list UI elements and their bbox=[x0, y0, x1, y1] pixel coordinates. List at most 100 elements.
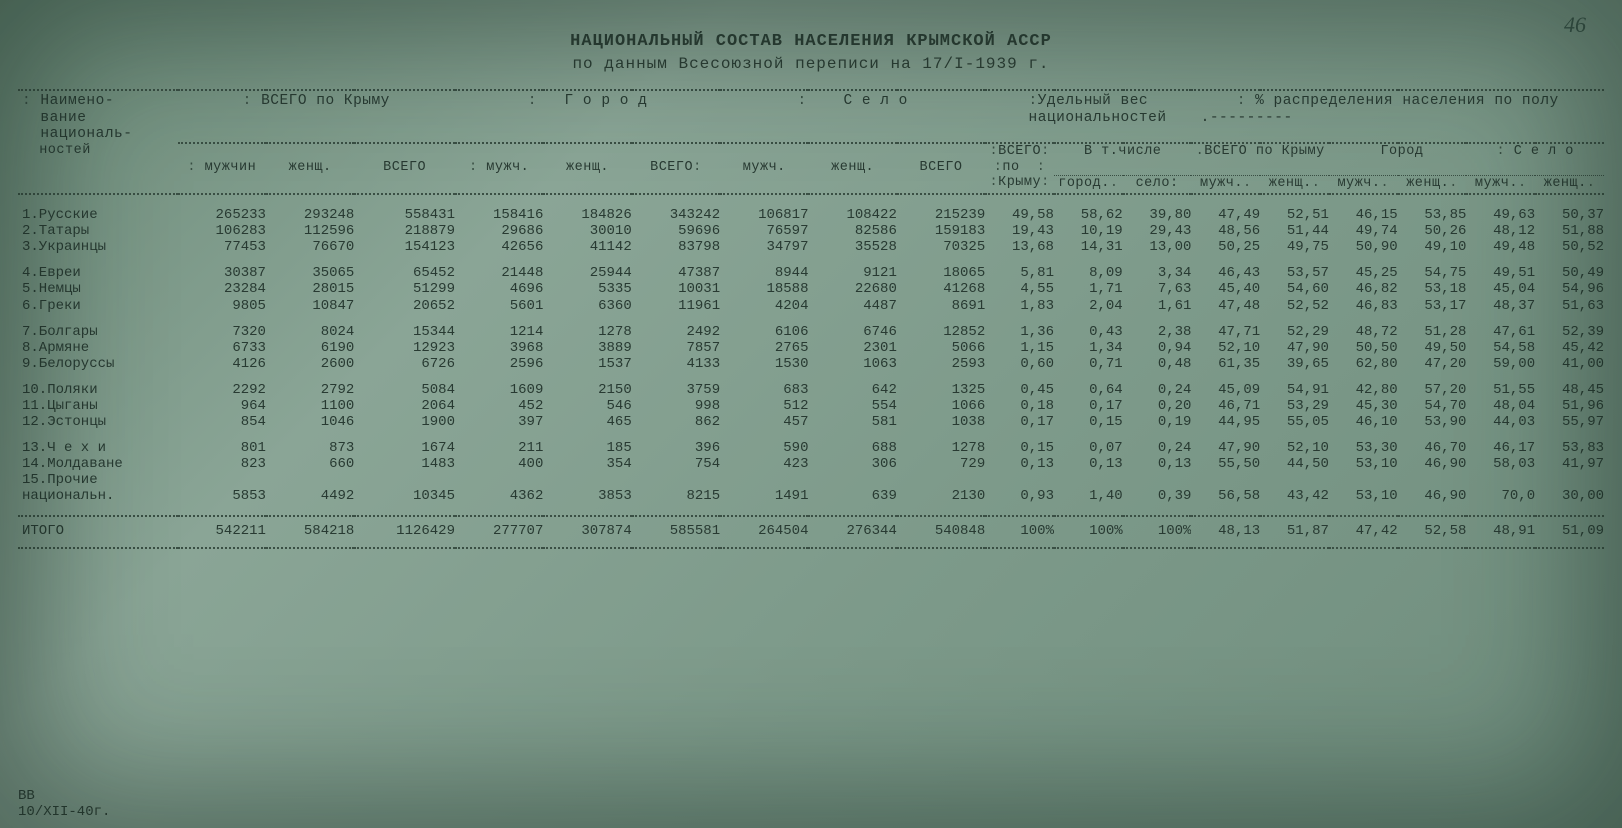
cell: 10,19 bbox=[1054, 223, 1123, 239]
cell: 6746 bbox=[808, 324, 896, 340]
cell: 47,42 bbox=[1329, 523, 1398, 539]
table-row: 6.Греки980510847206525601636011961420444… bbox=[18, 298, 1604, 314]
cell: 2765 bbox=[720, 340, 808, 356]
cell: 0,24 bbox=[1123, 382, 1192, 398]
cell: 53,30 bbox=[1329, 440, 1398, 456]
cell: 55,50 bbox=[1191, 456, 1260, 472]
cell: 158416 bbox=[455, 207, 543, 223]
cell: 56,58 bbox=[1191, 488, 1260, 504]
cell: 41142 bbox=[543, 239, 631, 255]
cell: 46,71 bbox=[1191, 398, 1260, 414]
cell: 185 bbox=[543, 440, 631, 456]
hdr-sub-muzh: : мужчин bbox=[178, 160, 266, 176]
cell: 0,39 bbox=[1123, 488, 1192, 504]
hdr-u-selo: село: bbox=[1123, 175, 1192, 191]
cell: 100% bbox=[1123, 523, 1192, 539]
table-row: 13.Ч е х и801873167421118539659068812780… bbox=[18, 440, 1604, 456]
cell: 512 bbox=[720, 398, 808, 414]
row-name: 9.Белоруссы bbox=[18, 356, 178, 372]
cell: 4133 bbox=[632, 356, 720, 372]
footnote-2: 10/XII-40г. bbox=[18, 804, 110, 820]
cell: 10847 bbox=[266, 298, 354, 314]
cell: 683 bbox=[720, 382, 808, 398]
cell: 59,00 bbox=[1466, 356, 1535, 372]
cell: 54,91 bbox=[1260, 382, 1329, 398]
doc-title: НАЦИОНАЛЬНЫЙ СОСТАВ НАСЕЛЕНИЯ КРЫМСКОЙ А… bbox=[18, 32, 1604, 51]
hdr-sub-vsego-1: ВСЕГО bbox=[354, 160, 455, 176]
cell: 0,60 bbox=[985, 356, 1054, 372]
cell: 55,97 bbox=[1535, 414, 1604, 430]
cell: 48,91 bbox=[1466, 523, 1535, 539]
cell: 1,36 bbox=[985, 324, 1054, 340]
cell: 15344 bbox=[354, 324, 455, 340]
hdr-p-z3: женщ.. bbox=[1535, 175, 1604, 191]
cell: 52,52 bbox=[1260, 298, 1329, 314]
table-row: 3.Украинцы774537667015412342656411428379… bbox=[18, 239, 1604, 255]
row-name: 10.Поляки bbox=[18, 382, 178, 398]
cell: 49,51 bbox=[1466, 265, 1535, 281]
cell: 47,20 bbox=[1398, 356, 1467, 372]
cell: 0,43 bbox=[1054, 324, 1123, 340]
cell: 0,64 bbox=[1054, 382, 1123, 398]
hdr-sub-zhen-2: женщ. bbox=[543, 160, 631, 176]
cell: 112596 bbox=[266, 223, 354, 239]
cell: 465 bbox=[543, 414, 631, 430]
cell: 49,74 bbox=[1329, 223, 1398, 239]
hdr-p-gorod: Город bbox=[1329, 143, 1466, 160]
cell: 7,63 bbox=[1123, 281, 1192, 297]
cell: 52,29 bbox=[1260, 324, 1329, 340]
hdr-name-4: ностей bbox=[18, 143, 178, 160]
cell: 7320 bbox=[178, 324, 266, 340]
cell: 53,57 bbox=[1260, 265, 1329, 281]
cell: 452 bbox=[455, 398, 543, 414]
cell: 4,55 bbox=[985, 281, 1054, 297]
cell: 306 bbox=[808, 456, 896, 472]
cell: 47387 bbox=[632, 265, 720, 281]
cell: 52,10 bbox=[1191, 340, 1260, 356]
row-name: 6.Греки bbox=[18, 298, 178, 314]
cell: 54,60 bbox=[1260, 281, 1329, 297]
cell: 29686 bbox=[455, 223, 543, 239]
cell: 0,15 bbox=[985, 440, 1054, 456]
cell: 1530 bbox=[720, 356, 808, 372]
cell: 19,43 bbox=[985, 223, 1054, 239]
cell: 50,49 bbox=[1535, 265, 1604, 281]
cell: 584218 bbox=[266, 523, 354, 539]
table-row: 14.Молдаване8236601483400354754423306729… bbox=[18, 456, 1604, 472]
cell: 211 bbox=[455, 440, 543, 456]
hdr-p-m2: мужч.. bbox=[1329, 175, 1398, 191]
table-row: 7.Болгары7320802415344121412782492610667… bbox=[18, 324, 1604, 340]
hdr-sub-zhen: женщ. bbox=[266, 160, 354, 176]
cell: 1,40 bbox=[1054, 488, 1123, 504]
table-row: 5.Немцы232842801551299469653351003118588… bbox=[18, 281, 1604, 297]
cell: 1,15 bbox=[985, 340, 1054, 356]
cell: 53,83 bbox=[1535, 440, 1604, 456]
hdr-p-m3: мужч.. bbox=[1466, 175, 1535, 191]
cell: 46,90 bbox=[1398, 488, 1467, 504]
cell: 1066 bbox=[897, 398, 985, 414]
cell: 423 bbox=[720, 456, 808, 472]
cell: 581 bbox=[808, 414, 896, 430]
cell: 47,71 bbox=[1191, 324, 1260, 340]
cell: 51,63 bbox=[1535, 298, 1604, 314]
cell: 3,34 bbox=[1123, 265, 1192, 281]
cell: 540848 bbox=[897, 523, 985, 539]
cell: 14,31 bbox=[1054, 239, 1123, 255]
cell: 45,04 bbox=[1466, 281, 1535, 297]
cell: 100% bbox=[1054, 523, 1123, 539]
cell: 0,45 bbox=[985, 382, 1054, 398]
cell: 70,0 bbox=[1466, 488, 1535, 504]
cell: 688 bbox=[808, 440, 896, 456]
page-number: 46 bbox=[1564, 12, 1586, 38]
census-table: : Наимено- : ВСЕГО по Крыму : Г о р о д … bbox=[18, 87, 1604, 551]
cell: 39,80 bbox=[1123, 207, 1192, 223]
cell: 2064 bbox=[354, 398, 455, 414]
cell: 5335 bbox=[543, 281, 631, 297]
cell: 6733 bbox=[178, 340, 266, 356]
cell: 47,90 bbox=[1191, 440, 1260, 456]
cell: 5066 bbox=[897, 340, 985, 356]
cell: 44,50 bbox=[1260, 456, 1329, 472]
cell: 48,04 bbox=[1466, 398, 1535, 414]
table-row: 1.Русские2652332932485584311584161848263… bbox=[18, 207, 1604, 223]
cell: 457 bbox=[720, 414, 808, 430]
